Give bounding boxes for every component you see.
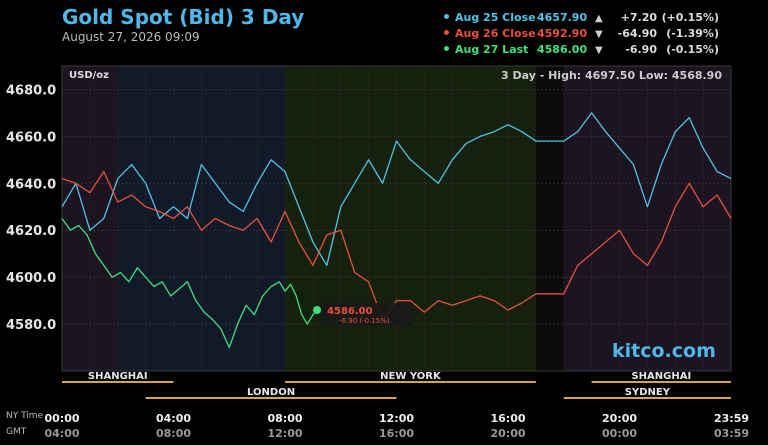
ny-time-label: NY Time — [6, 411, 44, 421]
session-label: SHANGHAI — [631, 371, 691, 382]
y-tick-label: 4660.0 — [6, 130, 56, 145]
legend-value: 4592.90 — [537, 27, 588, 40]
legend-pct: (+0.15%) — [661, 11, 719, 24]
x-tick-gmt: 08:00 — [156, 427, 191, 440]
y-tick-label: 4640.0 — [6, 177, 56, 192]
session-label: SHANGHAI — [88, 371, 148, 382]
legend-arrow-icon: ▼ — [595, 45, 603, 56]
x-tick-gmt: 12:00 — [267, 427, 302, 440]
legend-dot-icon — [444, 46, 449, 51]
chart-title: Gold Spot (Bid) 3 Day — [62, 5, 305, 29]
x-tick-gmt: 20:00 — [490, 427, 525, 440]
x-tick-gmt: 00:00 — [602, 427, 637, 440]
last-price-value: 4586.00 — [327, 306, 373, 317]
legend-label: Aug 26 Close — [455, 27, 536, 40]
chart-datetime: August 27, 2026 09:09 — [62, 30, 200, 44]
legend-row: Aug 27 Last 4586.00 ▼ -6.90 (-0.15%) — [444, 43, 719, 56]
session-label: LONDON — [247, 387, 295, 398]
y-tick-label: 4580.0 — [6, 318, 56, 333]
kitco-watermark[interactable]: kitco.com — [612, 340, 716, 362]
last-price-marker: 4586.00-6.90 (-0.15%) — [313, 303, 414, 326]
x-tick-gmt: 03:59 — [714, 427, 749, 440]
legend-row: Aug 26 Close4592.90 ▼ -64.90 (-1.39%) — [444, 27, 719, 40]
legend-change: -64.90 — [617, 27, 657, 40]
gmt-label: GMT — [6, 427, 27, 437]
x-tick-gmt: 04:00 — [44, 427, 79, 440]
session-bars: SHANGHAI NEW YORK SHANGHAI LONDON SYDNEY — [62, 371, 731, 399]
x-tick-ny: 04:00 — [156, 412, 191, 425]
x-tick-ny: 20:00 — [602, 412, 637, 425]
series-line-aug-27 — [61, 218, 318, 349]
x-tick-gmt: 16:00 — [379, 427, 414, 440]
legend-dot-icon — [444, 14, 449, 19]
legend-row: Aug 25 Close4657.90 ▲ +7.20 (+0.15%) — [444, 11, 719, 24]
legend-change: -6.90 — [625, 43, 657, 56]
last-price-box — [321, 303, 414, 326]
legend-label: Aug 27 Last — [455, 43, 529, 56]
legend-arrow-icon: ▼ — [595, 29, 603, 40]
legend-dot-icon — [444, 30, 449, 35]
session-label: NEW YORK — [380, 371, 442, 382]
legend-arrow-icon: ▲ — [595, 13, 603, 24]
x-axis-ticks: 00:00 04:00 04:00 08:00 08:00 12:00 12:00 16:00… — [44, 412, 749, 440]
unit-label: USD/oz — [69, 70, 109, 81]
x-tick-ny: 23:59 — [714, 412, 749, 425]
session-label: SYDNEY — [625, 387, 671, 398]
legend-value: 4586.00 — [537, 43, 588, 56]
y-tick-label: 4600.0 — [6, 271, 56, 286]
y-axis-ticks: 4580.0 4600.0 4620.0 4640.0 4660.0 4680.0 — [6, 83, 56, 333]
x-tick-ny: 16:00 — [490, 412, 525, 425]
legend-pct: (-1.39%) — [666, 27, 719, 40]
session-background — [535, 66, 564, 371]
y-tick-label: 4620.0 — [6, 224, 56, 239]
last-price-change: -6.90 (-0.15%) — [339, 317, 390, 325]
legend-change: +7.20 — [620, 11, 657, 24]
y-tick-label: 4680.0 — [6, 83, 56, 98]
legend-pct: (-0.15%) — [666, 43, 719, 56]
x-tick-ny: 00:00 — [44, 412, 79, 425]
series-line-aug-25 — [61, 112, 732, 267]
high-low-label: 3 Day - High: 4697.50 Low: 4568.90 — [501, 69, 722, 82]
x-tick-ny: 08:00 — [267, 412, 302, 425]
last-price-dot — [313, 306, 322, 314]
x-tick-ny: 12:00 — [379, 412, 414, 425]
legend-value: 4657.90 — [537, 11, 588, 24]
legend-label: Aug 25 Close — [455, 11, 536, 24]
